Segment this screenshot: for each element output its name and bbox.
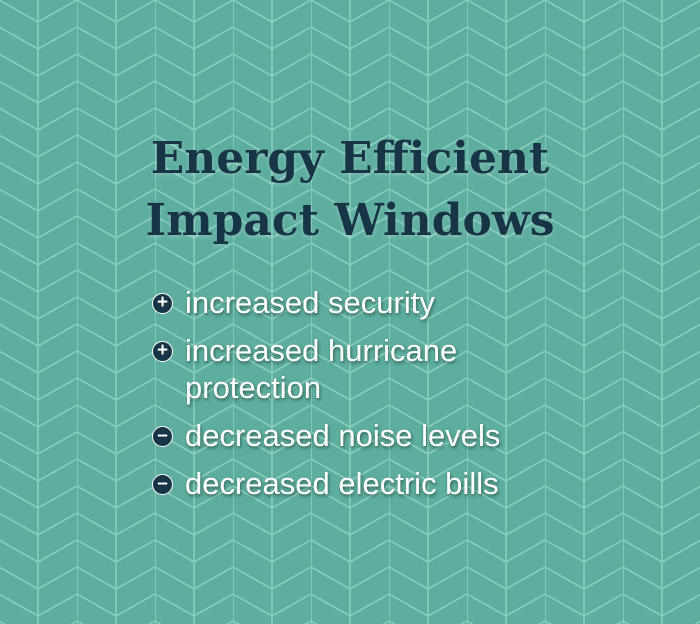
list-item: + increased security bbox=[152, 284, 545, 321]
list-item: + increased hurricane protection bbox=[152, 332, 545, 406]
list-item: – decreased electric bills bbox=[152, 465, 545, 502]
plus-icon: + bbox=[152, 341, 173, 362]
benefits-list: + increased security + increased hurricane… bbox=[152, 284, 545, 513]
title-line-1: Energy Efficient bbox=[150, 133, 550, 184]
title-line-2: Impact Windows bbox=[145, 195, 555, 246]
item-text: decreased electric bills bbox=[185, 466, 499, 501]
item-text: decreased noise levels bbox=[185, 418, 501, 453]
item-text: increased hurricane protection bbox=[185, 333, 458, 405]
minus-icon: – bbox=[152, 426, 173, 447]
item-text: increased security bbox=[185, 285, 435, 320]
page-title: Energy Efficient Impact Windows bbox=[0, 128, 700, 252]
list-item: – decreased noise levels bbox=[152, 417, 545, 454]
minus-icon: – bbox=[152, 474, 173, 495]
plus-icon: + bbox=[152, 293, 173, 314]
